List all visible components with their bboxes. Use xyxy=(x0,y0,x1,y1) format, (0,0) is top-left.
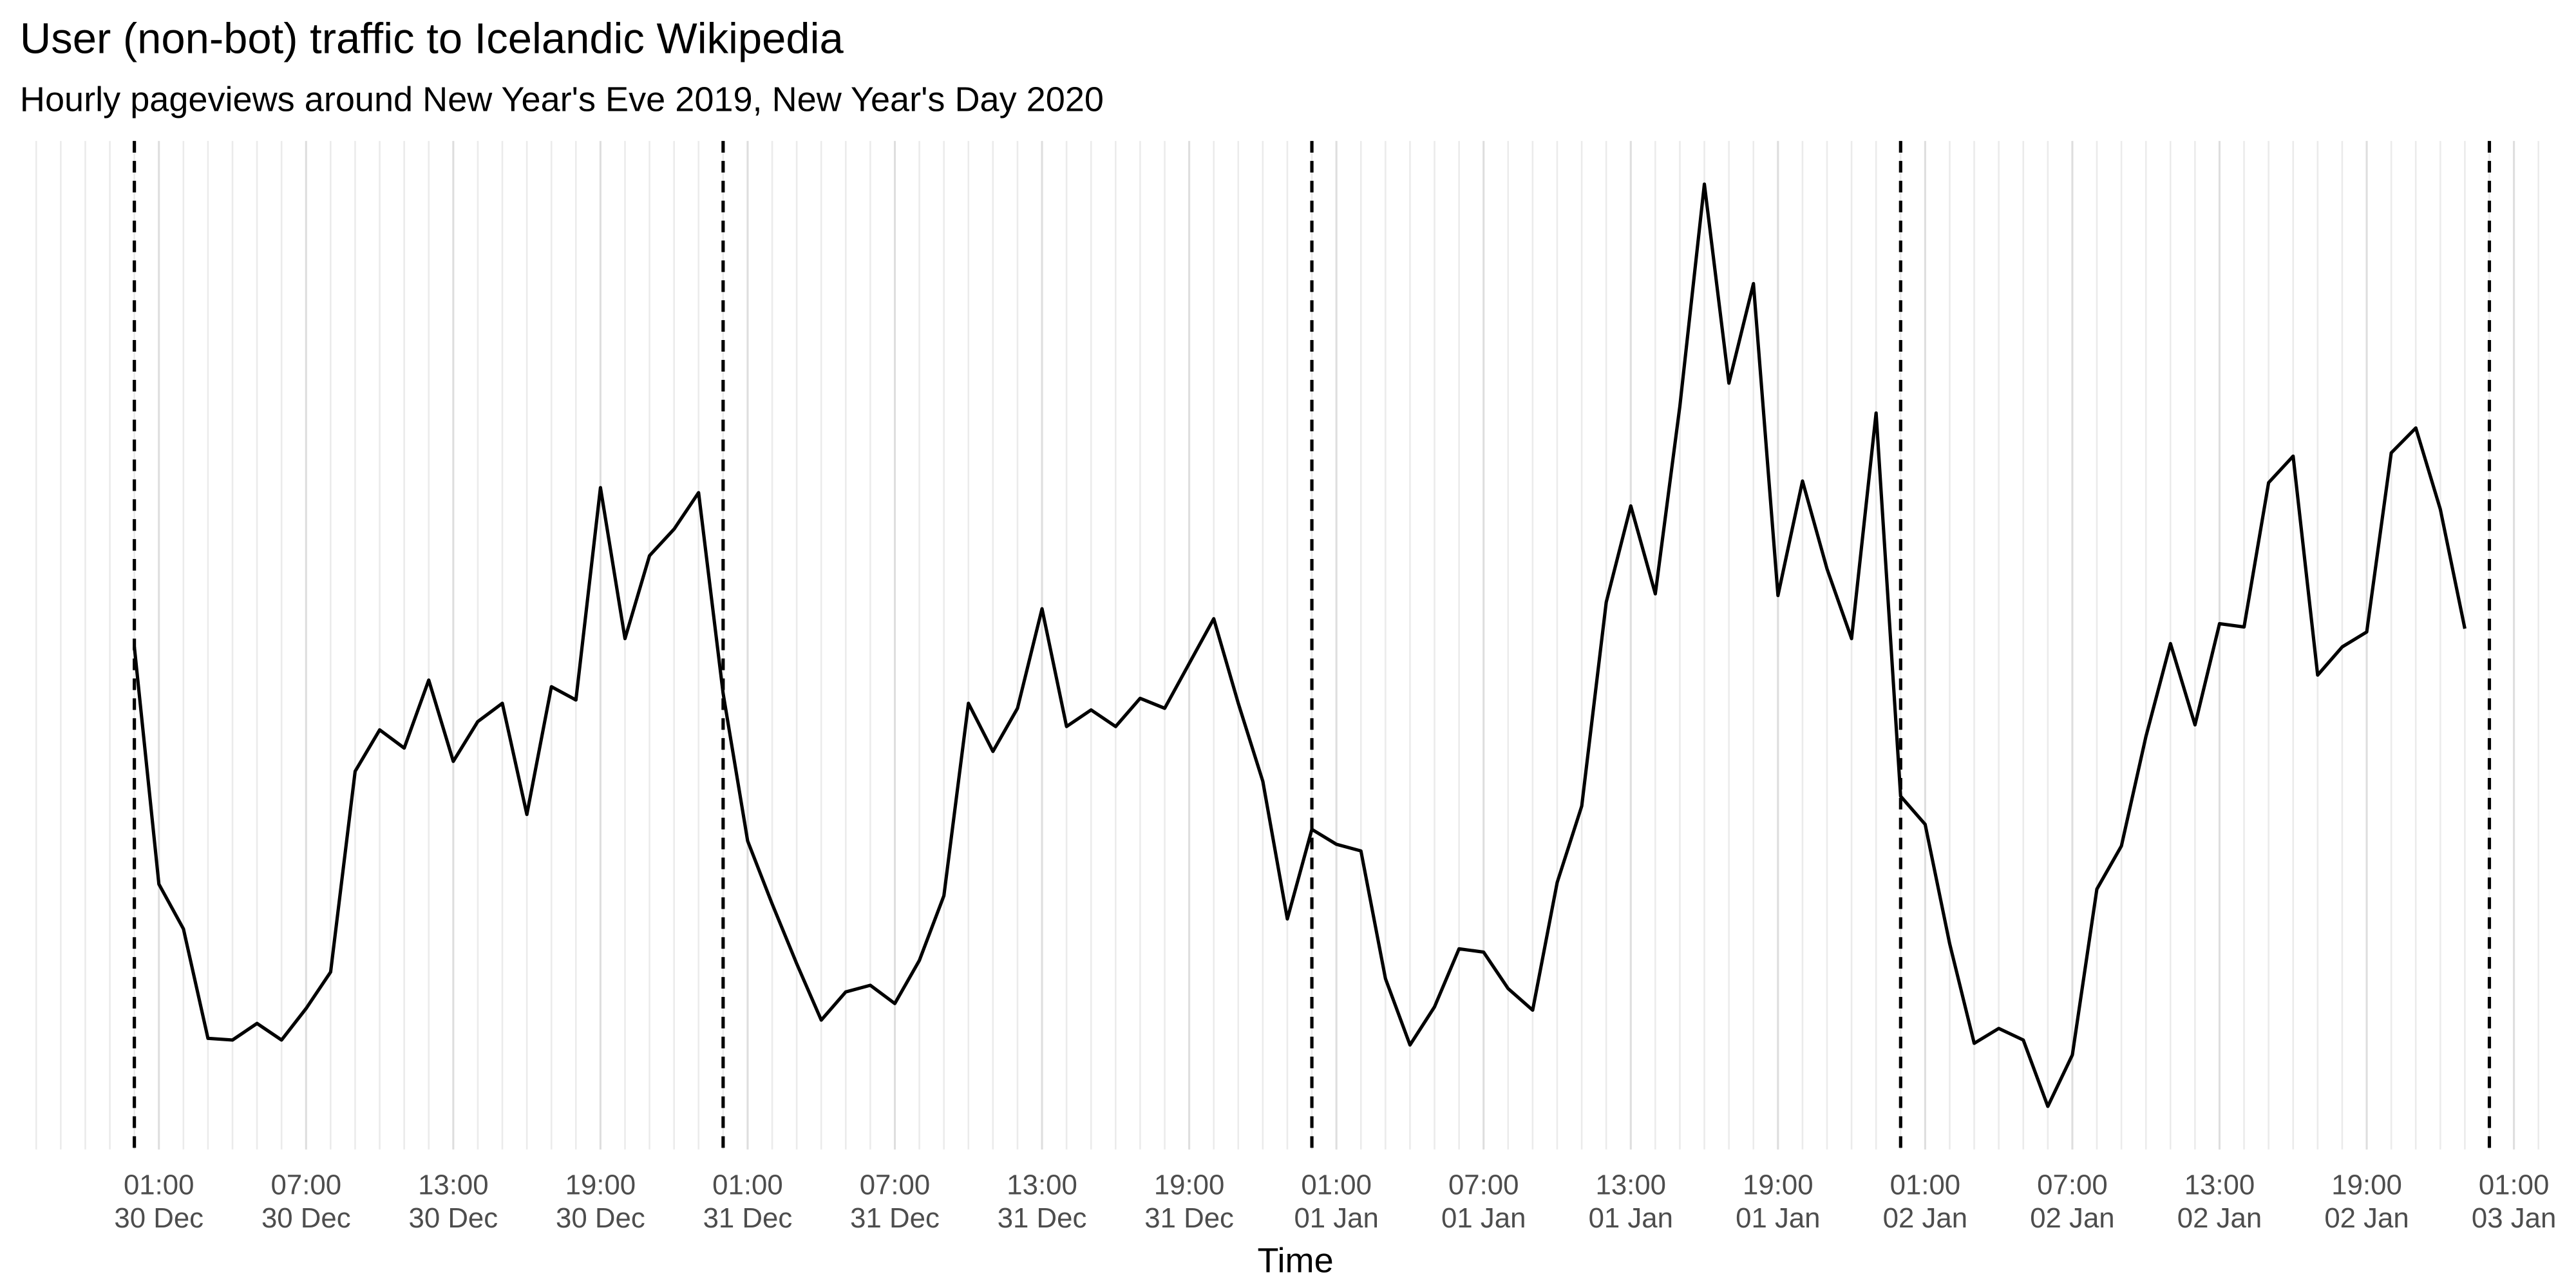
x-tick-label: 01 Jan xyxy=(1294,1202,1378,1234)
x-tick-label: 01:00 xyxy=(2479,1169,2550,1200)
x-tick-label: 07:00 xyxy=(271,1169,342,1200)
x-tick-label: 13:00 xyxy=(418,1169,489,1200)
x-tick-label: 02 Jan xyxy=(1883,1202,1967,1234)
x-tick-label: 02 Jan xyxy=(2324,1202,2409,1234)
x-tick-label: 31 Dec xyxy=(1144,1202,1234,1234)
x-tick-label: 13:00 xyxy=(1007,1169,1077,1200)
x-tick-label: 02 Jan xyxy=(2177,1202,2262,1234)
x-tick-label: 01:00 xyxy=(712,1169,783,1200)
x-tick-label: 02 Jan xyxy=(2030,1202,2114,1234)
x-tick-label: 13:00 xyxy=(1596,1169,1667,1200)
grid xyxy=(35,140,2539,1150)
x-tick-label: 19:00 xyxy=(565,1169,636,1200)
data-line xyxy=(133,182,2467,1108)
x-tick-label: 07:00 xyxy=(2037,1169,2108,1200)
x-tick-label: 31 Dec xyxy=(703,1202,793,1234)
x-tick-label: 19:00 xyxy=(2331,1169,2402,1200)
x-tick-label: 31 Dec xyxy=(998,1202,1087,1234)
x-tick-label: 01 Jan xyxy=(1589,1202,1673,1234)
x-tick-label: 07:00 xyxy=(860,1169,931,1200)
x-tick-label: 01:00 xyxy=(1301,1169,1372,1200)
x-tick-label: 19:00 xyxy=(1154,1169,1225,1200)
x-tick-label: 01 Jan xyxy=(1441,1202,1526,1234)
x-axis-title: Time xyxy=(1258,1242,1334,1280)
x-tick-label: 19:00 xyxy=(1743,1169,1814,1200)
x-tick-label: 30 Dec xyxy=(556,1202,645,1234)
chart-subtitle: Hourly pageviews around New Year's Eve 2… xyxy=(20,80,1104,119)
x-tick-label: 30 Dec xyxy=(114,1202,204,1234)
x-tick-label: 01:00 xyxy=(1890,1169,1961,1200)
plot xyxy=(133,140,2492,1150)
x-tick-label: 01:00 xyxy=(124,1169,194,1200)
x-tick-label: 13:00 xyxy=(2184,1169,2255,1200)
x-tick-label: 30 Dec xyxy=(408,1202,498,1234)
x-tick-label: 07:00 xyxy=(1448,1169,1519,1200)
chart-title: User (non-bot) traffic to Icelandic Wiki… xyxy=(20,14,844,62)
x-tick-label: 30 Dec xyxy=(261,1202,351,1234)
x-tick-label: 31 Dec xyxy=(850,1202,940,1234)
x-tick-label: 01 Jan xyxy=(1736,1202,1820,1234)
x-tick-label: 03 Jan xyxy=(2472,1202,2556,1234)
